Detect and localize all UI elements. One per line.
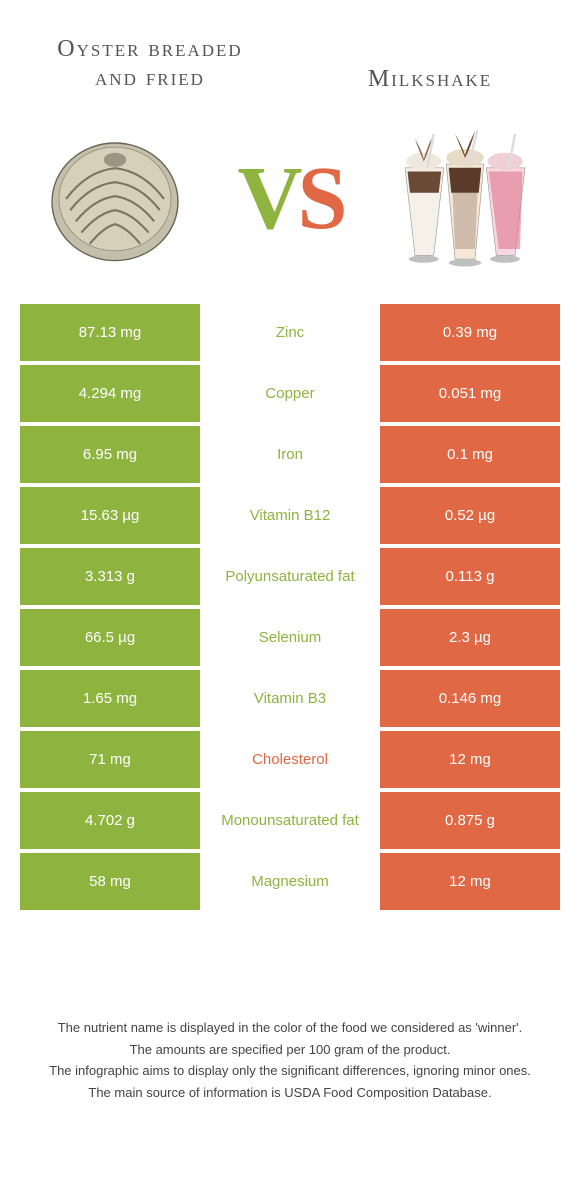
table-row: 3.313 gPolyunsaturated fat0.113 g bbox=[20, 548, 560, 605]
nutrient-name: Selenium bbox=[200, 609, 380, 666]
comparison-table: 87.13 mgZinc0.39 mg4.294 mgCopper0.051 m… bbox=[20, 304, 560, 910]
right-value: 0.146 mg bbox=[380, 670, 560, 727]
vs-s: S bbox=[297, 149, 342, 248]
nutrient-name: Zinc bbox=[200, 304, 380, 361]
right-value: 12 mg bbox=[380, 853, 560, 910]
nutrient-name: Copper bbox=[200, 365, 380, 422]
table-row: 58 mgMagnesium12 mg bbox=[20, 853, 560, 910]
table-row: 4.702 gMonounsaturated fat0.875 g bbox=[20, 792, 560, 849]
oyster-image bbox=[40, 124, 190, 274]
nutrient-name: Iron bbox=[200, 426, 380, 483]
table-row: 4.294 mgCopper0.051 mg bbox=[20, 365, 560, 422]
header: Oyster breaded and fried Milkshake bbox=[0, 0, 580, 104]
nutrient-name: Polyunsaturated fat bbox=[200, 548, 380, 605]
table-row: 66.5 µgSelenium2.3 µg bbox=[20, 609, 560, 666]
images-row: VS bbox=[0, 104, 580, 304]
left-value: 71 mg bbox=[20, 731, 200, 788]
nutrient-name: Vitamin B3 bbox=[200, 670, 380, 727]
right-value: 0.39 mg bbox=[380, 304, 560, 361]
right-food-title: Milkshake bbox=[330, 65, 530, 94]
left-value: 15.63 µg bbox=[20, 487, 200, 544]
right-value: 0.113 g bbox=[380, 548, 560, 605]
table-row: 87.13 mgZinc0.39 mg bbox=[20, 304, 560, 361]
left-value: 58 mg bbox=[20, 853, 200, 910]
milkshake-image bbox=[390, 124, 540, 274]
vs-label: VS bbox=[237, 147, 342, 250]
footer-line: The infographic aims to display only the… bbox=[30, 1061, 550, 1081]
left-value: 4.294 mg bbox=[20, 365, 200, 422]
table-row: 1.65 mgVitamin B30.146 mg bbox=[20, 670, 560, 727]
right-value: 0.051 mg bbox=[380, 365, 560, 422]
left-value: 4.702 g bbox=[20, 792, 200, 849]
nutrient-name: Magnesium bbox=[200, 853, 380, 910]
left-food-title: Oyster breaded and fried bbox=[50, 35, 250, 93]
left-value: 6.95 mg bbox=[20, 426, 200, 483]
left-value: 3.313 g bbox=[20, 548, 200, 605]
footer-line: The main source of information is USDA F… bbox=[30, 1083, 550, 1103]
right-value: 12 mg bbox=[380, 731, 560, 788]
left-value: 87.13 mg bbox=[20, 304, 200, 361]
right-value: 2.3 µg bbox=[380, 609, 560, 666]
right-value: 0.875 g bbox=[380, 792, 560, 849]
right-value: 0.52 µg bbox=[380, 487, 560, 544]
left-value: 1.65 mg bbox=[20, 670, 200, 727]
nutrient-name: Cholesterol bbox=[200, 731, 380, 788]
nutrient-name: Monounsaturated fat bbox=[200, 792, 380, 849]
right-value: 0.1 mg bbox=[380, 426, 560, 483]
footer-notes: The nutrient name is displayed in the co… bbox=[30, 1018, 550, 1104]
footer-line: The nutrient name is displayed in the co… bbox=[30, 1018, 550, 1038]
table-row: 15.63 µgVitamin B120.52 µg bbox=[20, 487, 560, 544]
table-row: 71 mgCholesterol12 mg bbox=[20, 731, 560, 788]
nutrient-name: Vitamin B12 bbox=[200, 487, 380, 544]
footer-line: The amounts are specified per 100 gram o… bbox=[30, 1040, 550, 1060]
vs-v: V bbox=[237, 149, 297, 248]
left-value: 66.5 µg bbox=[20, 609, 200, 666]
table-row: 6.95 mgIron0.1 mg bbox=[20, 426, 560, 483]
